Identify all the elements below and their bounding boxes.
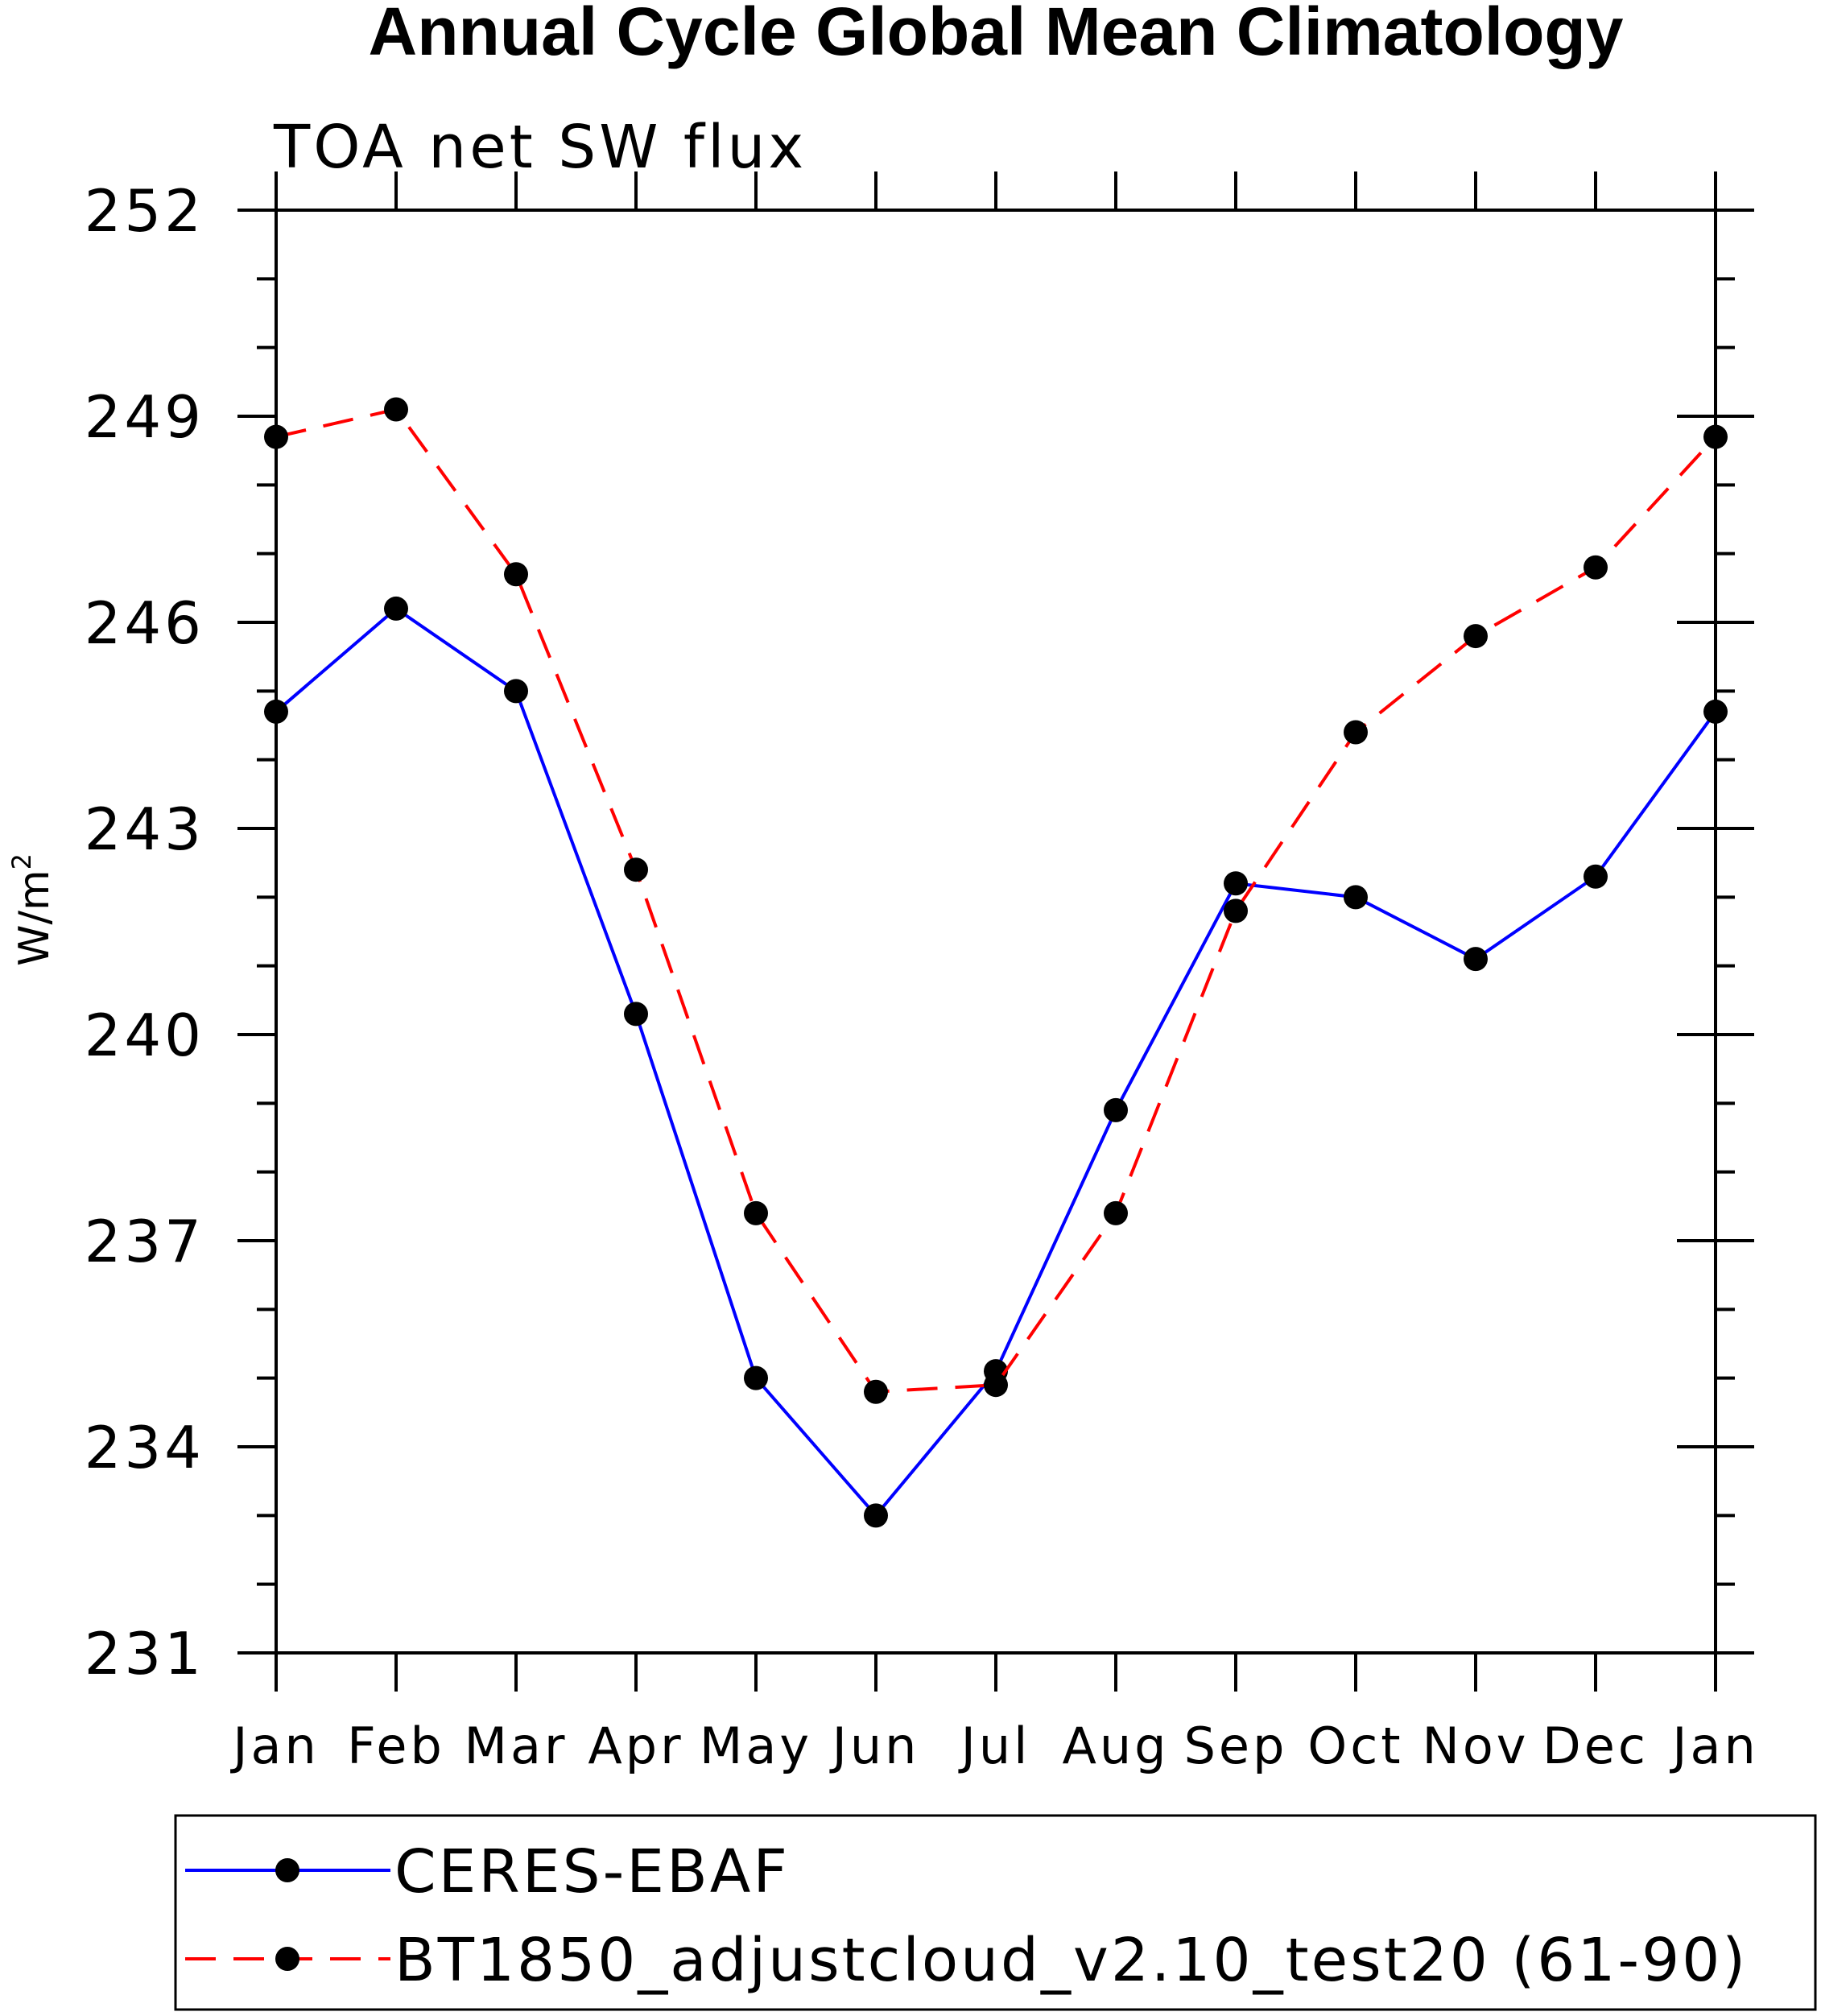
chart-title: Annual Cycle Global Mean Climatology bbox=[369, 0, 1624, 69]
data-point bbox=[1584, 864, 1608, 889]
x-tick-label: Feb bbox=[347, 1716, 445, 1775]
data-point bbox=[384, 397, 408, 422]
legend-box bbox=[174, 1814, 1817, 2011]
data-point bbox=[984, 1373, 1008, 1398]
y-tick-label: 237 bbox=[85, 1208, 204, 1275]
data-point bbox=[864, 1503, 888, 1528]
x-tick-label: Jan bbox=[1669, 1716, 1759, 1775]
y-tick-label: 246 bbox=[85, 589, 204, 657]
y-tick-label: 231 bbox=[85, 1620, 204, 1688]
data-point bbox=[744, 1200, 768, 1225]
x-tick-label: Oct bbox=[1307, 1716, 1403, 1775]
x-tick-label: Apr bbox=[588, 1716, 683, 1775]
x-axis: Jan Feb Mar Apr May Jun Jul Aug Sep Oct Nov Dec Jan bbox=[229, 171, 1759, 1775]
data-point bbox=[504, 562, 528, 587]
legend: CERES-EBAF BT1850_adjustcloud_v2.10_test… bbox=[174, 1814, 1817, 2011]
data-point bbox=[1584, 555, 1608, 580]
plot-frame bbox=[275, 209, 1717, 1655]
x-tick-label: Aug bbox=[1062, 1716, 1169, 1775]
y-tick-label: 240 bbox=[85, 1002, 204, 1069]
data-point bbox=[384, 596, 408, 621]
x-tick-label: Sep bbox=[1184, 1716, 1288, 1775]
data-point bbox=[1464, 624, 1488, 649]
y-tick-label: 249 bbox=[85, 383, 204, 451]
x-tick-label: Dec bbox=[1542, 1716, 1649, 1775]
y-tick-label: 243 bbox=[85, 795, 204, 863]
y-axis: 231 234 237 240 243 246 249 252 bbox=[85, 177, 1754, 1688]
legend-label-bt1850: BT1850_adjustcloud_v2.10_test20 (61-90) bbox=[394, 1926, 1748, 1995]
legend-marker-ceres-ebaf bbox=[275, 1858, 299, 1882]
y-tick-label: 252 bbox=[85, 177, 204, 245]
data-point bbox=[624, 857, 648, 882]
y-axis-label-text: W/m bbox=[10, 870, 59, 966]
data-point bbox=[744, 1365, 768, 1390]
series-line bbox=[275, 407, 1717, 1394]
x-tick-label: Jun bbox=[829, 1716, 920, 1775]
data-point bbox=[1104, 1097, 1128, 1122]
data-point bbox=[624, 1002, 648, 1027]
data-point bbox=[864, 1379, 888, 1404]
x-tick-label: Nov bbox=[1422, 1716, 1529, 1775]
legend-label-ceres-ebaf: CERES-EBAF bbox=[394, 1837, 790, 1907]
x-tick-label: Jul bbox=[958, 1716, 1031, 1775]
chart-subtitle: TOA net SW flux bbox=[273, 113, 807, 182]
y-axis-label-superscript: 2 bbox=[6, 853, 37, 870]
data-point bbox=[1224, 871, 1248, 896]
x-tick-label: Mar bbox=[465, 1716, 568, 1775]
y-tick-label: 234 bbox=[85, 1414, 204, 1481]
data-point bbox=[1344, 885, 1368, 910]
data-point bbox=[1224, 899, 1248, 923]
data-point bbox=[504, 679, 528, 704]
data-point bbox=[1344, 720, 1368, 745]
x-tick-label: Jan bbox=[229, 1716, 320, 1775]
data-point bbox=[1464, 947, 1488, 972]
x-tick-label: May bbox=[700, 1716, 812, 1775]
y-axis-label: W/m2 bbox=[6, 853, 59, 966]
data-point bbox=[1104, 1200, 1128, 1225]
series-layer bbox=[264, 397, 1728, 1528]
legend-marker-bt1850 bbox=[275, 1947, 299, 1971]
